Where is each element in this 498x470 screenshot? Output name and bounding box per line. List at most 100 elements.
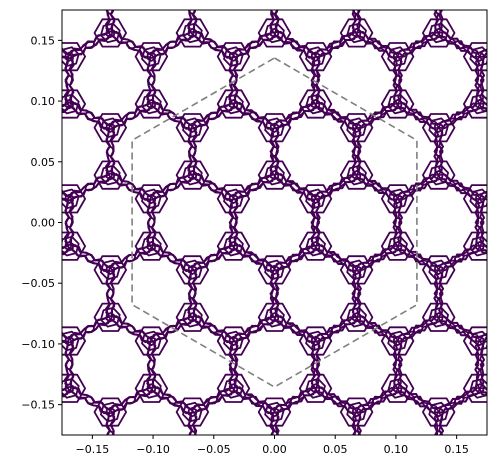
contour-node-ring [64,240,74,252]
contour-line [315,177,398,268]
contour-line [433,102,487,201]
contour-node-ring [264,22,285,44]
contour-line [438,249,487,339]
y-tick-label: 0.15 [31,34,56,47]
contour-node-ring [298,373,333,403]
contour-bond-loop [43,182,54,192]
contour-line [356,249,439,339]
contour-bond-loop [65,75,74,86]
contour-bond-loop [372,395,383,405]
contour-node-ring [298,231,333,261]
contour-node-ring [428,22,450,44]
contour-line [356,391,440,435]
contour-bond-loop [166,253,177,263]
contour-node-ring [351,27,362,39]
contour-bond-loop [249,253,259,263]
x-tick-label: 0.15 [444,443,469,456]
contour-bond-loop [207,182,218,192]
contour-node-ring [310,51,321,62]
contour-node-ring [353,455,360,464]
contour-node-ring [105,169,115,181]
contour-node-ring [141,93,162,115]
contour-bond-loop [43,324,54,334]
contour-node-ring [223,330,244,352]
contour-node-ring [305,46,326,67]
contour-bond-loop [393,75,402,86]
contour-node-ring [435,455,443,464]
contour-node-ring [216,373,251,403]
contour-node-ring [310,193,321,205]
contour-node-ring [189,455,196,464]
contour-bond-loop [413,40,424,50]
contour-bond-loop [188,288,197,299]
contour-bond-loop [413,395,424,405]
contour-node-ring [433,122,444,133]
contour-node-ring [216,231,251,261]
contour-bond-loop [290,253,300,263]
contour-bond-loop [125,40,136,50]
contour-node-ring [462,184,487,214]
contour-bond-loop [249,395,259,405]
contour-node-ring [216,326,251,356]
contour-node-ring [387,378,408,399]
contour-bond-loop [147,217,156,228]
contour-node-ring [475,193,485,205]
contour-bond-loop [43,253,54,263]
contour-line [310,30,403,130]
contour-bond-loop [434,10,443,15]
contour-node-ring [62,184,86,214]
contour-bond-loop [434,146,443,157]
contour-node-ring [187,169,198,181]
contour-bond-loop [106,430,115,435]
contour-node-ring [271,455,278,464]
contour-bond-loop [454,324,465,334]
contour-node-ring [62,330,80,352]
contour-node-ring [392,51,403,62]
contour-bond-loop [106,146,115,157]
contour-node-ring [257,160,292,190]
contour-node-ring [257,397,292,427]
y-tick-label: −0.10 [21,338,55,351]
contour-bond-loop [475,75,484,86]
contour-bond-loop [188,430,197,435]
contour-bond-loop [331,395,342,405]
contour-bond-loop [125,253,136,263]
contour-node-ring [93,397,127,427]
contour-bond-loop [188,146,197,157]
contour-bond-loop [229,75,238,86]
contour-node-ring [351,406,362,418]
contour-bond-loop [352,430,361,435]
contour-node-ring [310,383,321,394]
contour-bond-loop [166,182,177,192]
contour-node-ring [421,255,456,285]
contour-line [62,339,70,391]
contour-node-ring [100,401,121,423]
contour-node-ring [475,240,485,252]
contour-node-ring [421,18,456,48]
contour-node-ring [64,193,74,205]
contour-node-ring [428,259,450,281]
contour-node-ring [387,46,408,67]
contour-node-ring [387,93,408,115]
contour-node-ring [264,259,285,281]
contour-node-ring [433,406,444,418]
x-tick-label: −0.05 [197,443,231,456]
contour-node-ring [100,259,121,281]
contour-node-ring [269,27,280,39]
contour-node-ring [392,240,403,252]
contour-node-ring [62,42,86,72]
contour-node-ring [310,98,321,110]
contour-node-ring [428,401,450,423]
contour-node-ring [93,113,127,143]
contour-node-ring [141,378,162,399]
contour-bond-loop [207,40,218,50]
contour-bond-loop [84,324,95,334]
contour-bond-loop [311,359,320,371]
contour-line [438,107,487,196]
contour-line [397,320,481,410]
contour-node-ring [264,117,285,139]
contour-node-ring [105,406,115,418]
contour-node-ring [100,306,121,328]
contour-node-ring [298,42,333,72]
